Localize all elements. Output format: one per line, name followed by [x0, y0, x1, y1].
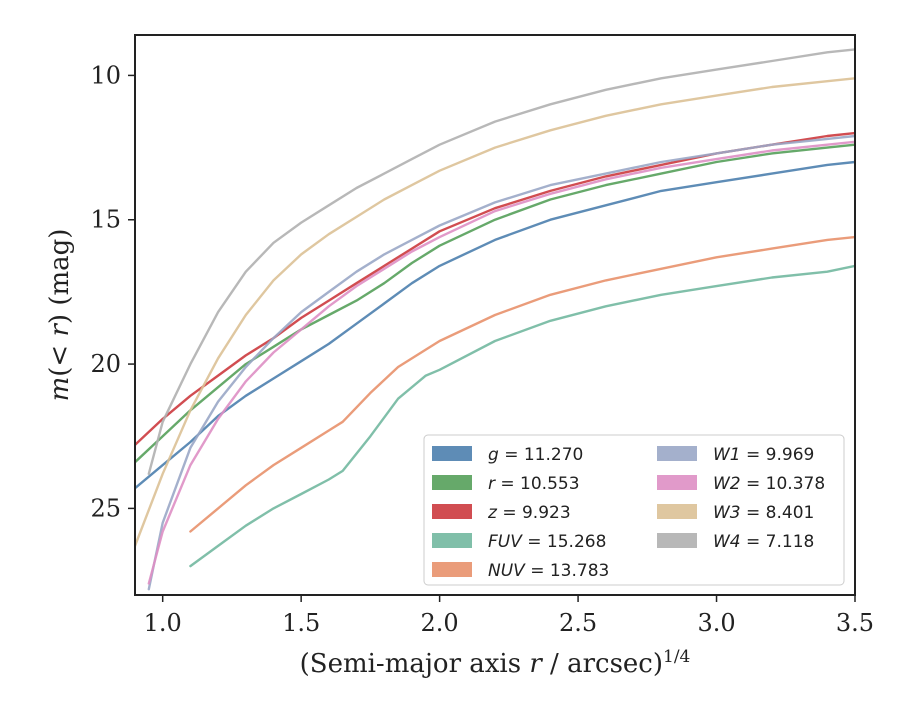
y-tick-label: 15 — [90, 206, 121, 234]
y-axis-title: m(< r) (mag) — [45, 229, 75, 402]
legend-swatch — [657, 504, 697, 519]
legend-swatch — [657, 533, 697, 548]
series-line — [147, 134, 855, 591]
legend-label: W1 = 9.969 — [713, 445, 814, 465]
legend-label: W2 = 10.378 — [713, 474, 825, 494]
series-line — [135, 77, 855, 548]
legend-label: NUV = 13.783 — [488, 561, 609, 581]
legend-label: W4 = 7.118 — [713, 532, 814, 552]
x-axis-ticks: 1.0 1.5 2.0 2.5 3.0 3.5 — [144, 595, 874, 637]
series-layer — [135, 48, 855, 591]
legend-label: g = 11.270 — [488, 445, 583, 465]
legend-label: r = 10.553 — [488, 474, 580, 494]
x-tick-label: 1.0 — [144, 609, 182, 637]
legend-frame — [423, 434, 845, 586]
series-line — [189, 235, 855, 533]
legend: g = 11.270 r = 10.553 z = 9.923 FUV = 15.26… — [423, 434, 845, 586]
legend-swatch — [432, 533, 472, 548]
legend-swatch — [657, 475, 697, 490]
x-axis-title: (Semi-major axis r / arcsec)1/4 — [300, 647, 691, 679]
series-line — [135, 143, 855, 464]
x-tick-label: 3.0 — [697, 609, 735, 637]
legend-swatch — [432, 504, 472, 519]
x-tick-label: 3.5 — [836, 609, 874, 637]
y-axis-ticks: 10 15 20 25 — [90, 61, 135, 522]
legend-label: z = 9.923 — [487, 503, 571, 523]
legend-items: g = 11.270 r = 10.553 z = 9.923 FUV = 15.26… — [432, 445, 825, 581]
x-tick-label: 1.5 — [282, 609, 320, 637]
series-line — [189, 264, 855, 568]
legend-swatch — [432, 475, 472, 490]
legend-swatch — [432, 446, 472, 461]
legend-label: FUV = 15.268 — [488, 532, 606, 552]
series-line — [147, 140, 855, 585]
y-tick-label: 10 — [90, 61, 121, 89]
legend-label: W3 = 8.401 — [713, 503, 814, 523]
y-tick-label: 25 — [90, 494, 121, 522]
legend-swatch — [657, 446, 697, 461]
x-tick-label: 2.0 — [421, 609, 459, 637]
plot-frame — [134, 34, 856, 596]
series-line — [147, 48, 855, 475]
y-tick-label: 20 — [90, 350, 121, 378]
legend-swatch — [432, 562, 472, 577]
x-tick-label: 2.5 — [559, 609, 597, 637]
